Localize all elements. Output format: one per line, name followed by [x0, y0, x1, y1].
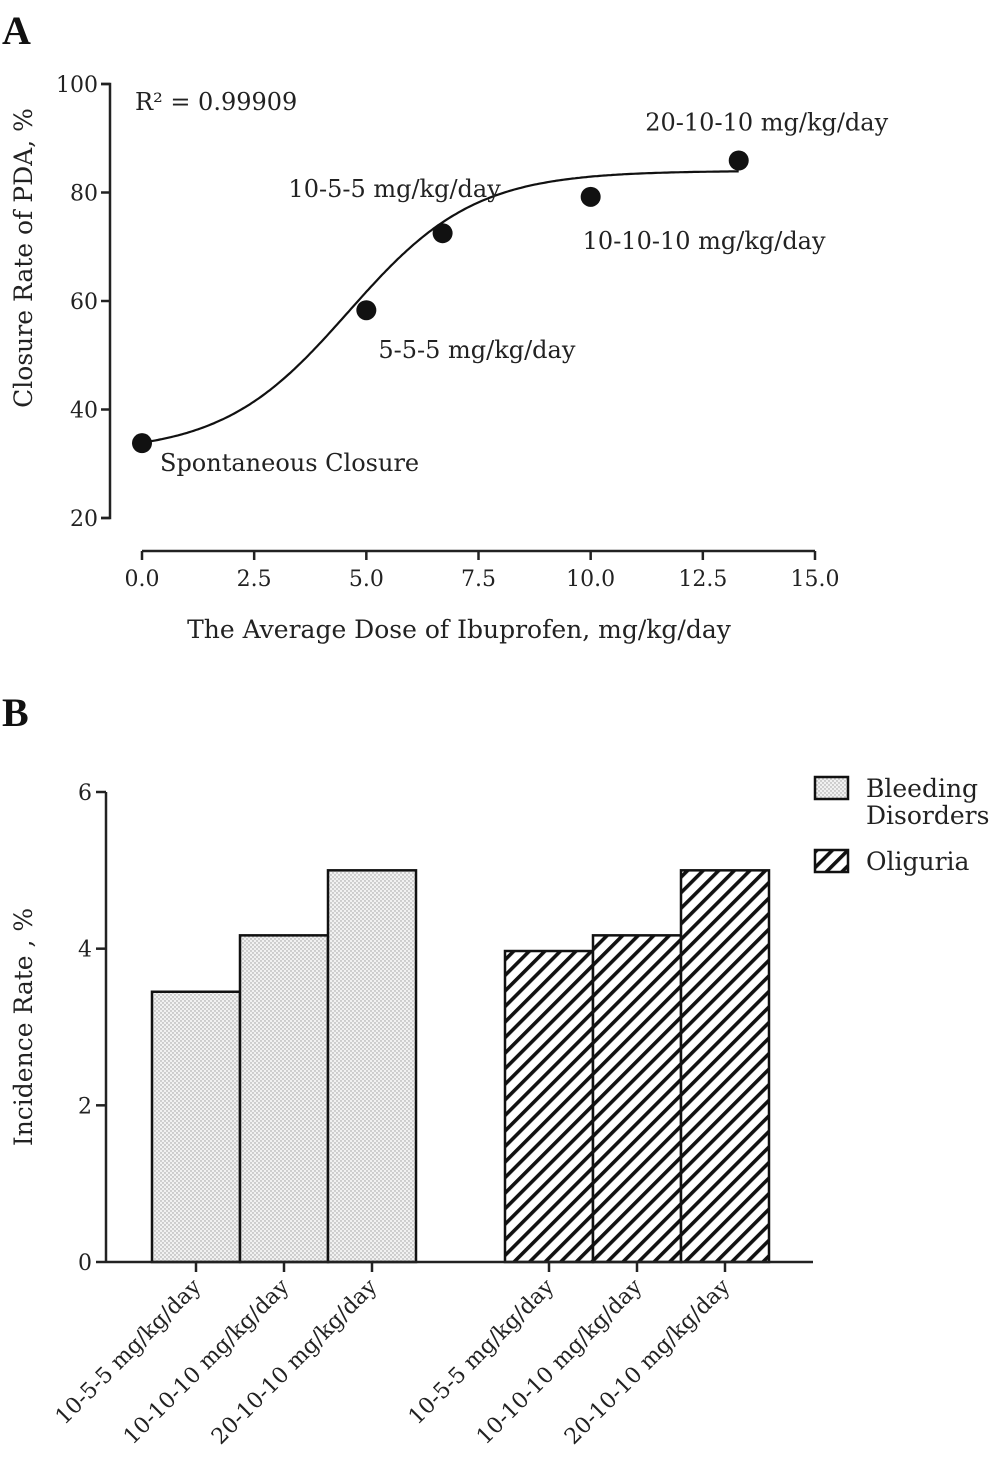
- legend-swatch: [813, 848, 850, 874]
- data-points: [132, 150, 749, 454]
- x-tick-label: 10-5-5 mg/kg/day: [404, 1274, 560, 1430]
- panel-a-letter: A: [2, 8, 31, 53]
- y-axis-title: Closure Rate of PDA, %: [9, 108, 38, 408]
- r-squared-label: R² = 0.99909: [135, 88, 297, 116]
- y-tick-label: 60: [70, 290, 98, 315]
- bar: [326, 869, 418, 1264]
- bars: [150, 869, 771, 1264]
- x-ticks: 0.0 2.5 5.0 7.5 10.0 12.5 15.0: [125, 551, 840, 592]
- x-tick-label: 20-10-10 mg/kg/day: [207, 1274, 383, 1450]
- data-point: [580, 186, 601, 207]
- y-tick-label: 80: [70, 182, 98, 207]
- point-label: 20-10-10 mg/kg/day: [645, 108, 888, 136]
- y-tick-label: 0: [78, 1251, 92, 1276]
- bar: [503, 949, 595, 1264]
- x-axis-title: The Average Dose of Ibuprofen, mg/kg/day: [187, 615, 732, 644]
- panel-b-chart: B Incidence Rate , % 0 2 4 6 10-5-5 mg/kg/d…: [2, 690, 989, 1450]
- fit-curve: [141, 170, 739, 444]
- y-tick-label: 20: [70, 507, 98, 532]
- y-axis-title: Incidence Rate , %: [9, 908, 38, 1146]
- x-tick-label: 5.0: [349, 567, 384, 592]
- x-tick-label: 0.0: [125, 567, 160, 592]
- panel-b-letter: B: [2, 690, 29, 735]
- legend-label: Bleeding: [866, 774, 978, 803]
- data-point: [432, 223, 453, 244]
- data-point: [356, 300, 377, 321]
- bar: [238, 934, 330, 1264]
- point-label: 5-5-5 mg/kg/day: [378, 336, 576, 364]
- y-tick-label: 4: [78, 938, 92, 963]
- x-tick-label: 15.0: [791, 567, 840, 592]
- point-labels: Spontaneous Closure 5-5-5 mg/kg/day 10-5-5…: [160, 108, 889, 477]
- legend-label: Oliguria: [866, 847, 970, 876]
- y-ticks: 20 40 60 80 100: [56, 73, 110, 532]
- x-tick-label: 12.5: [678, 567, 727, 592]
- point-label: Spontaneous Closure: [160, 449, 419, 477]
- x-tick-label: 10-10-10 mg/kg/day: [119, 1274, 295, 1450]
- y-tick-label: 100: [56, 73, 98, 98]
- y-tick-label: 2: [78, 1094, 92, 1119]
- data-point: [132, 433, 152, 454]
- y-ticks: 0 2 4 6: [78, 781, 106, 1276]
- bar: [679, 869, 771, 1264]
- point-label: 10-5-5 mg/kg/day: [288, 175, 501, 203]
- legend-label: Disorders: [866, 801, 989, 830]
- x-tick-label: 20-10-10 mg/kg/day: [560, 1274, 736, 1450]
- bar: [150, 990, 242, 1264]
- x-tick-label: 10.0: [566, 567, 615, 592]
- bar: [591, 934, 683, 1264]
- panel-a-chart: A R² = 0.99909 Closure Rate of PDA, % Th…: [2, 8, 889, 644]
- data-point: [728, 150, 749, 171]
- x-tick-label: 7.5: [461, 567, 496, 592]
- point-label: 10-10-10 mg/kg/day: [583, 227, 826, 255]
- x-tick-label: 2.5: [237, 567, 272, 592]
- y-tick-label: 6: [78, 781, 92, 806]
- x-tick-label: 10-5-5 mg/kg/day: [51, 1274, 207, 1430]
- y-tick-label: 40: [70, 399, 98, 424]
- x-tick-label: 10-10-10 mg/kg/day: [472, 1274, 648, 1450]
- legend-swatch: [813, 775, 850, 801]
